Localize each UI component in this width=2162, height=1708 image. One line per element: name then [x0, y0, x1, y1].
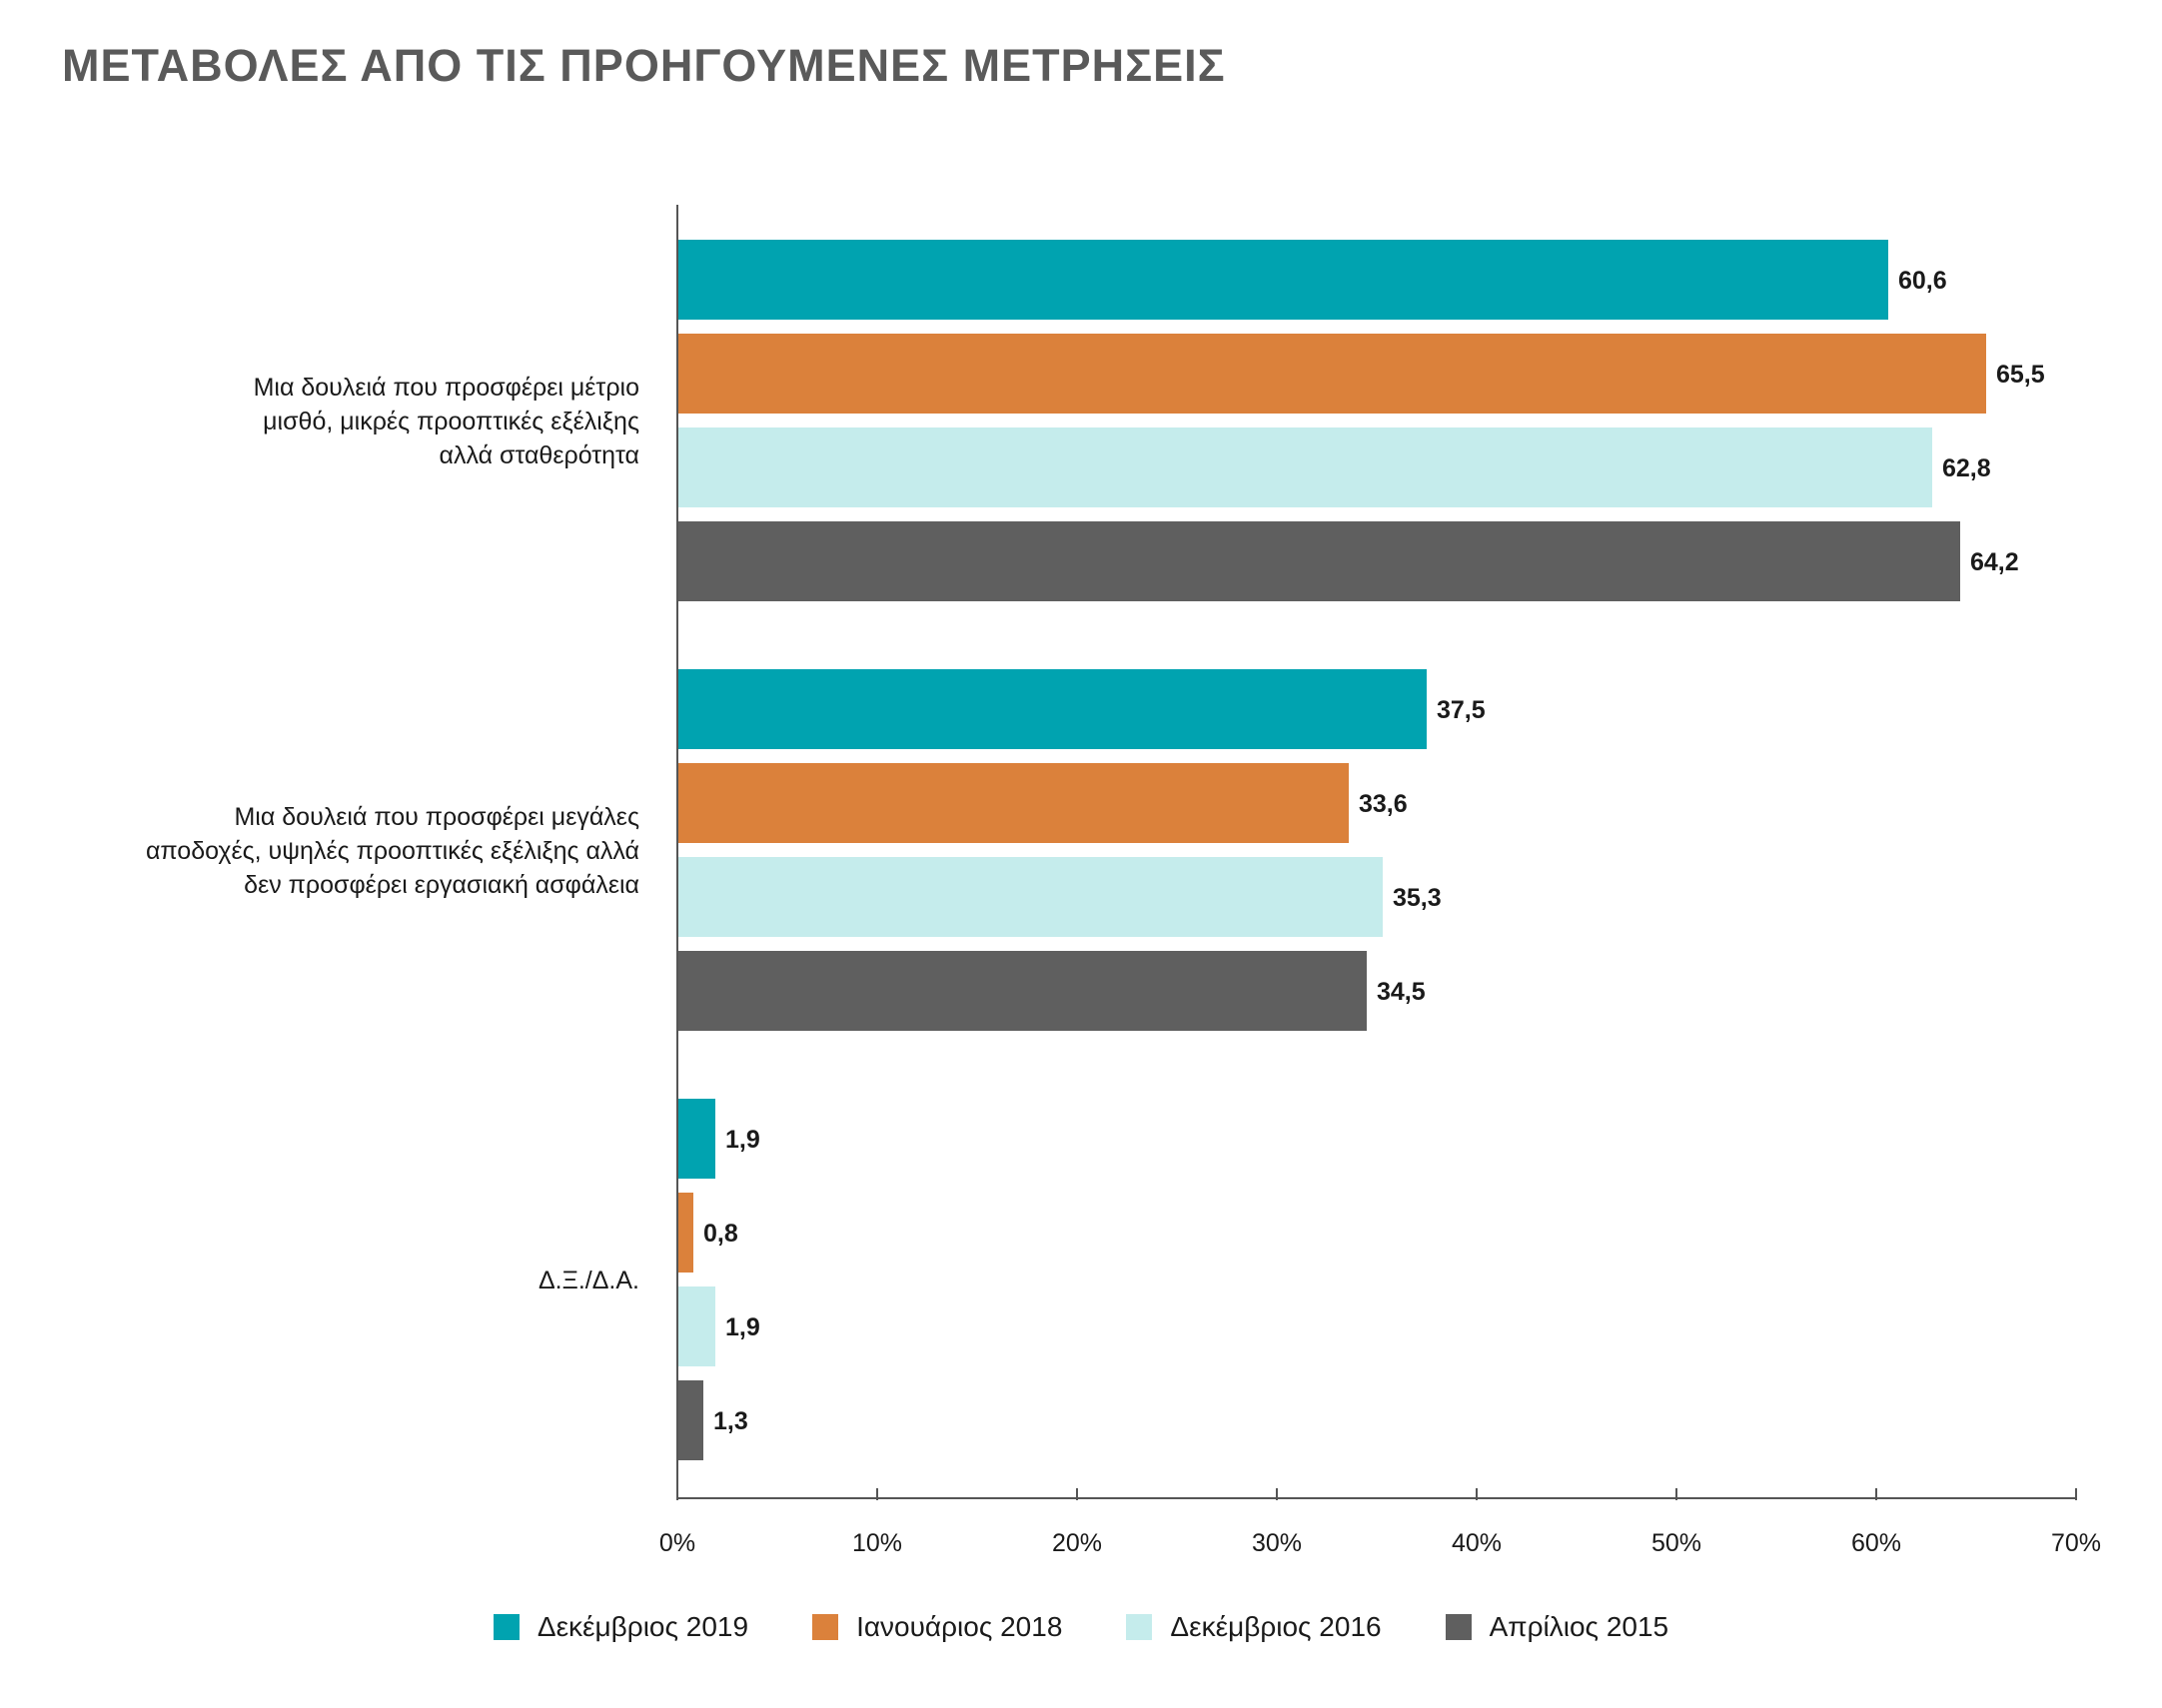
x-tick-label: 40% — [1452, 1529, 1502, 1557]
legend-label: Δεκέμβριος 2016 — [1170, 1611, 1382, 1642]
x-tick-label: 10% — [852, 1529, 902, 1557]
data-label: 34,5 — [1377, 978, 1426, 1006]
x-tick-label: 70% — [2051, 1529, 2101, 1557]
legend-label: Ιανουάριος 2018 — [856, 1611, 1063, 1642]
data-label: 33,6 — [1359, 790, 1408, 818]
bar — [677, 334, 1986, 414]
category-label: μισθό, μικρές προοπτικές εξέλιξης — [263, 408, 639, 435]
category-label: Μια δουλειά που προσφέρει μέτριο — [254, 374, 639, 402]
data-label: 65,5 — [1996, 361, 2045, 389]
bar — [677, 763, 1349, 843]
bar — [677, 857, 1383, 937]
bar — [677, 1286, 715, 1366]
data-label: 1,3 — [713, 1407, 748, 1435]
bar — [677, 1380, 703, 1460]
data-label: 37,5 — [1437, 696, 1486, 724]
x-tick-label: 30% — [1252, 1529, 1302, 1557]
x-tick-label: 20% — [1052, 1529, 1102, 1557]
legend-swatch — [493, 1614, 520, 1640]
legend-item: Ιανουάριος 2018 — [812, 1611, 1062, 1643]
data-label: 64,2 — [1970, 548, 2019, 576]
legend-swatch — [1445, 1614, 1472, 1640]
legend-item: Δεκέμβριος 2019 — [493, 1611, 749, 1643]
data-label: 62,8 — [1942, 454, 1991, 482]
data-label: 1,9 — [725, 1126, 760, 1154]
bar — [677, 669, 1427, 749]
bar — [677, 1099, 715, 1179]
bar-chart: 60,6 65,5 62,8 64,2 Μια δουλειά που προσφέρε… — [146, 205, 2101, 1557]
x-tick-label: 50% — [1651, 1529, 1701, 1557]
data-label: 0,8 — [703, 1220, 738, 1248]
data-label: 1,9 — [725, 1313, 760, 1341]
data-label: 35,3 — [1393, 884, 1442, 912]
data-label: 60,6 — [1898, 267, 1947, 295]
legend-swatch — [1126, 1614, 1153, 1640]
category-label: Μια δουλειά που προσφέρει μεγάλες — [234, 803, 639, 831]
bar — [677, 1193, 693, 1273]
x-tick-label: 60% — [1851, 1529, 1901, 1557]
category-label: δεν προσφέρει εργασιακή ασφάλεια — [244, 871, 639, 899]
bar — [677, 427, 1932, 507]
legend-label: Απρίλιος 2015 — [1489, 1611, 1669, 1642]
category-label: αλλά σταθερότητα — [440, 441, 639, 469]
legend-label: Δεκέμβριος 2019 — [537, 1611, 749, 1642]
category-label: αποδοχές, υψηλές προοπτικές εξέλιξης αλλ… — [146, 837, 639, 865]
legend-swatch — [812, 1614, 839, 1640]
x-tick-label: 0% — [659, 1529, 695, 1557]
legend-item: Απρίλιος 2015 — [1445, 1611, 1669, 1643]
bar — [677, 951, 1367, 1031]
legend: Δεκέμβριος 2019 Ιανουάριος 2018 Δεκέμβριος… — [0, 1611, 2162, 1643]
legend-item: Δεκέμβριος 2016 — [1126, 1611, 1382, 1643]
bar — [677, 240, 1888, 320]
chart-title: ΜΕΤΑΒΟΛΕΣ ΑΠΟ ΤΙΣ ΠΡΟΗΓΟΥΜΕΝΕΣ ΜΕΤΡΗΣΕΙΣ — [62, 40, 1226, 91]
bar — [677, 521, 1960, 601]
category-label: Δ.Ξ./Δ.Α. — [539, 1267, 639, 1294]
